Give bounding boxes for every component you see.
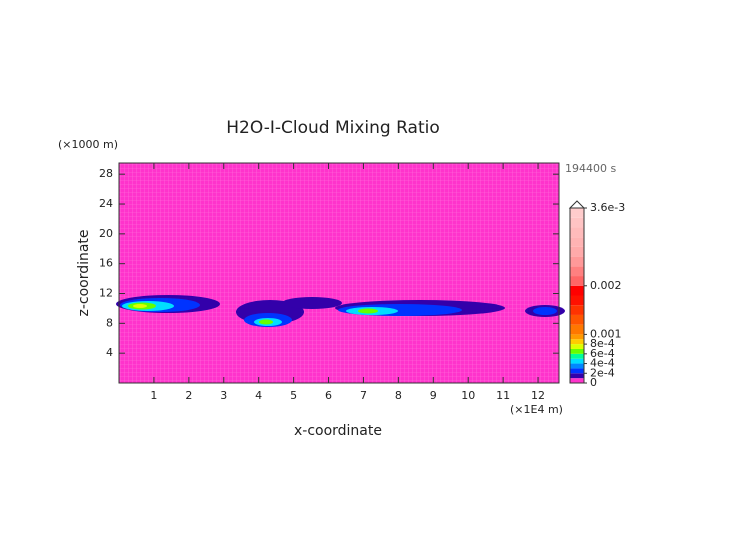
plot-texture [119,163,559,383]
x-unit: (×1E4 m) [510,403,563,416]
colorbar-label: 0 [590,376,597,389]
x-tick-label: 9 [430,389,437,402]
y-tick-label: 24 [99,197,113,210]
colorbar-band [570,246,584,257]
x-tick-label: 5 [290,389,297,402]
colorbar-band [570,344,584,349]
colorbar-band [570,276,584,286]
y-tick-label: 12 [99,287,113,300]
x-tick-label: 6 [325,389,332,402]
colorbar-band [570,339,584,345]
y-tick-label: 16 [99,257,113,270]
plot-frame [118,162,560,384]
colorbar-band [570,314,584,325]
x-tick-label: 12 [531,389,545,402]
colorbar-band [570,285,584,296]
cloud-fields [116,295,565,327]
colorbar-band [570,266,584,277]
colorbar-band [570,295,584,306]
colorbar-band [570,373,584,379]
colorbar-band [570,334,584,340]
y-tick-label: 8 [106,316,113,329]
colorbar-band [570,353,584,359]
colorbar-frame [569,207,585,384]
colorbar-band [570,378,584,383]
colorbar-label: 6e-4 [590,347,615,360]
colorbar-label: 8e-4 [590,337,615,350]
colorbar-band [570,237,584,247]
colorbar-band [570,324,584,335]
colorbar-label: 2e-4 [590,366,615,379]
colorbar-band [570,256,584,267]
y-tick-label: 20 [99,227,113,240]
x-tick-label: 3 [220,389,227,402]
colorbar-label: 0.002 [590,279,622,292]
colorbar-band [570,358,584,364]
colorbar-band [570,348,584,354]
colorbar-band [570,368,584,374]
colorbar-band [570,208,584,218]
x-tick-label: 1 [150,389,157,402]
x-tick-label: 11 [496,389,510,402]
y-tick-label: 4 [106,346,113,359]
colorbar-label: 4e-4 [590,357,615,370]
time-label: 194400 s [565,162,616,175]
colorbar-cap [568,200,586,209]
colorbar-band [570,227,584,238]
x-axis-title: x-coordinate [294,423,382,439]
x-tick-label: 2 [185,389,192,402]
colorbar-band [570,217,584,228]
y-tick-label: 28 [99,167,113,180]
x-tick-label: 10 [461,389,475,402]
x-tick-label: 8 [395,389,402,402]
colorbar-label: 0.001 [590,327,622,340]
x-tick-label: 7 [360,389,367,402]
colorbar-label: 3.6e-3 [590,201,625,214]
colorbar-band [570,363,584,369]
y-axis-title: z-coordinate [76,229,92,316]
x-tick-label: 4 [255,389,262,402]
colorbar-band [570,305,584,315]
y-unit: (×1000 m) [58,138,118,151]
chart-title: H2O-I-Cloud Mixing Ratio [226,118,440,138]
